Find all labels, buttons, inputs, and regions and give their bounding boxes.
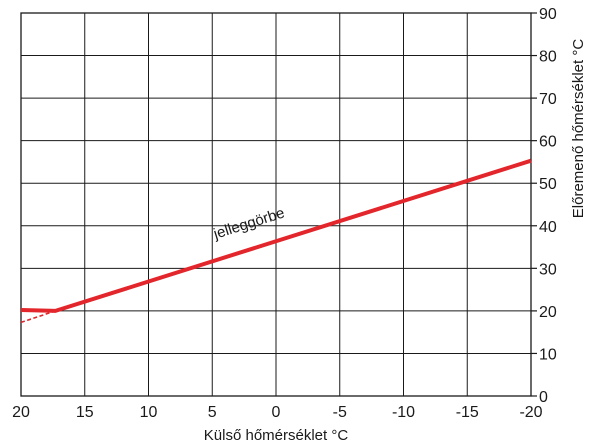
x-tick-label-2: 10 xyxy=(140,404,158,421)
x-tick-label-6: -10 xyxy=(392,404,415,421)
y-tick-label-9: 90 xyxy=(539,6,557,23)
x-tick-label-5: -5 xyxy=(333,404,347,421)
y-tick-label-5: 50 xyxy=(539,176,557,193)
x-tick-label-7: -15 xyxy=(456,404,479,421)
x-tick-labels: 20 15 10 5 0 -5 -10 -15 -20 xyxy=(12,404,543,421)
annotation-layer: jelleggörbe xyxy=(211,204,287,243)
x-tick-label-4: 0 xyxy=(272,404,281,421)
curve-annotation-0: jelleggörbe xyxy=(211,204,287,243)
x-tick-label-3: 5 xyxy=(208,404,217,421)
x-tick-label-1: 15 xyxy=(76,404,94,421)
y-tick-label-8: 80 xyxy=(539,49,557,66)
x-tick-label-0: 20 xyxy=(12,404,30,421)
y-tick-labels: 0 10 20 30 40 50 60 70 80 90 xyxy=(531,6,557,406)
y-tick-label-2: 20 xyxy=(539,304,557,321)
y-tick-label-7: 70 xyxy=(539,91,557,108)
y-tick-label-4: 40 xyxy=(539,219,557,236)
y-axis-title: Előremenő hőmérséklet °C xyxy=(570,39,587,219)
x-tick-label-8: -20 xyxy=(519,404,542,421)
series-layer xyxy=(20,158,532,324)
y-tick-label-6: 60 xyxy=(539,134,557,151)
grid xyxy=(20,12,532,397)
x-axis-title: Külső hőmérséklet °C xyxy=(204,427,349,444)
plot-frame xyxy=(20,12,532,397)
y-tick-label-1: 10 xyxy=(539,346,557,363)
y-tick-label-0: 0 xyxy=(539,389,548,406)
y-tick-label-3: 30 xyxy=(539,261,557,278)
